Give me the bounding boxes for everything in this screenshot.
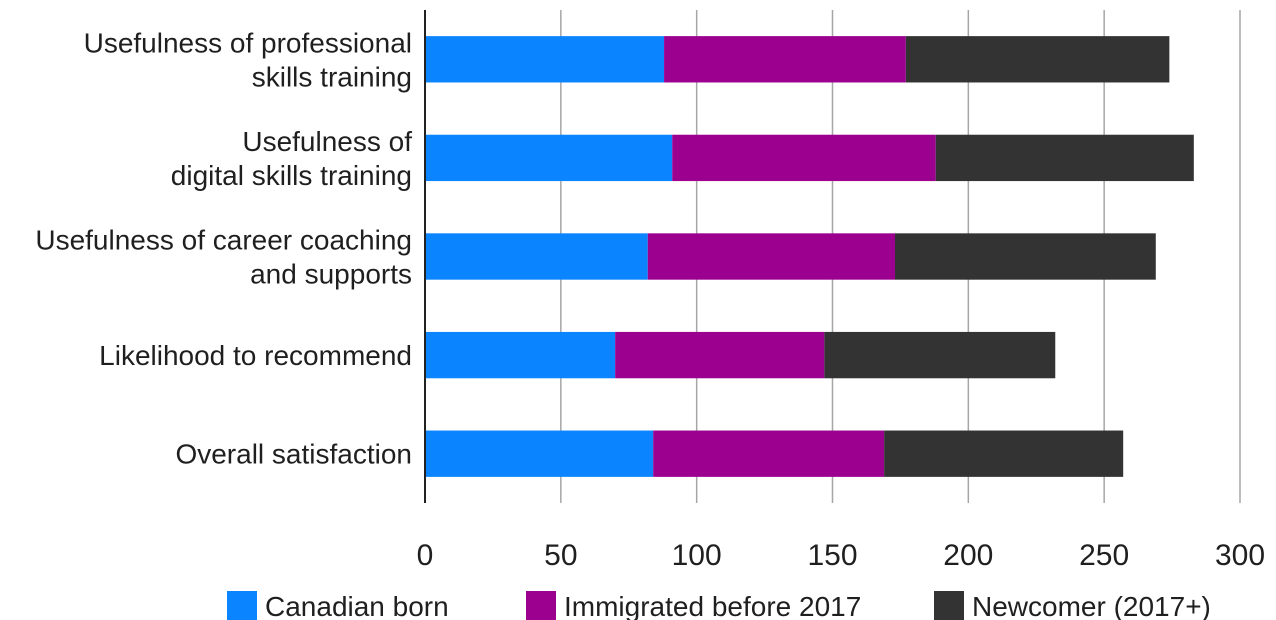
- category-label: Likelihood to recommend: [99, 340, 412, 371]
- legend: Canadian born Immigrated before 2017 Newco…: [227, 591, 1211, 620]
- x-tick-label: 50: [544, 539, 577, 572]
- bar-segment: [425, 430, 654, 477]
- bar-segment: [672, 134, 936, 182]
- category-label: Usefulness of digital skills training: [171, 126, 412, 191]
- legend-label: Canadian born: [265, 591, 449, 620]
- x-tick-label: 200: [943, 539, 993, 572]
- category-label: Usefulness of professional skills trainin…: [84, 27, 412, 92]
- x-tick-label: 0: [417, 539, 434, 572]
- x-tick-label: 250: [1079, 539, 1129, 572]
- bar-segment: [425, 134, 673, 182]
- category-labels: Usefulness of professional skills trainin…: [35, 27, 412, 469]
- x-tick-label: 100: [672, 539, 722, 572]
- legend-swatch: [934, 591, 964, 620]
- legend-label: Newcomer (2017+): [972, 591, 1211, 620]
- category-label-line: digital skills training: [171, 160, 412, 191]
- bar-segment: [935, 134, 1194, 182]
- category-label-line: and supports: [250, 259, 412, 290]
- bar-segment: [615, 331, 825, 379]
- bar-segment: [425, 36, 665, 83]
- category-label-line: Likelihood to recommend: [99, 340, 412, 371]
- bar-segment: [884, 430, 1124, 477]
- category-label-line: Overall satisfaction: [175, 439, 412, 470]
- legend-swatch: [526, 591, 556, 620]
- category-label-line: Usefulness of: [242, 126, 412, 157]
- bars: [425, 36, 1194, 477]
- bar-segment: [664, 36, 906, 83]
- legend-label: Immigrated before 2017: [564, 591, 861, 620]
- legend-item: Canadian born: [227, 591, 449, 620]
- category-label-line: Usefulness of career coaching: [35, 225, 412, 256]
- bar-segment: [647, 233, 895, 280]
- x-tick-label: 150: [807, 539, 857, 572]
- legend-item: Newcomer (2017+): [934, 591, 1211, 620]
- legend-swatch: [227, 591, 257, 620]
- bar-segment: [653, 430, 885, 477]
- bar-segment: [425, 331, 616, 379]
- category-label-line: Usefulness of professional: [84, 27, 412, 58]
- x-tick-label: 300: [1215, 539, 1265, 572]
- category-label: Usefulness of career coaching and support…: [35, 225, 412, 290]
- x-tick-labels: 0 50 100 150 200 250 300: [417, 539, 1265, 572]
- category-label-line: skills training: [252, 61, 412, 92]
- legend-item: Immigrated before 2017: [526, 591, 861, 620]
- bar-segment: [824, 331, 1056, 379]
- bar-segment: [894, 233, 1156, 280]
- bar-segment: [905, 36, 1170, 83]
- bar-segment: [425, 233, 648, 280]
- category-label: Overall satisfaction: [175, 439, 412, 470]
